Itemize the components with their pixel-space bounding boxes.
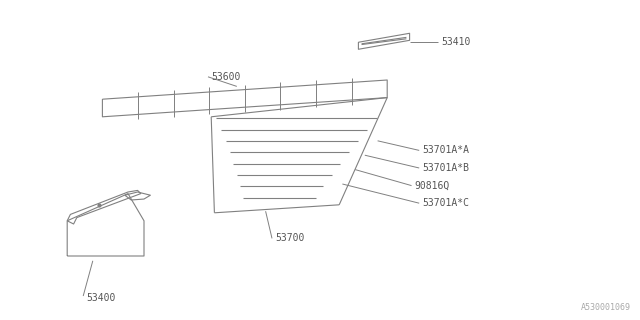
Text: 53600: 53600 [211, 72, 241, 82]
Text: 53410: 53410 [442, 36, 471, 47]
Text: 53400: 53400 [86, 293, 116, 303]
Text: 53700: 53700 [275, 233, 305, 244]
Text: 90816Q: 90816Q [415, 180, 450, 191]
Text: 53701A*C: 53701A*C [422, 198, 469, 208]
Text: 53701A*A: 53701A*A [422, 145, 469, 156]
Text: A530001069: A530001069 [580, 303, 630, 312]
Text: 53701A*B: 53701A*B [422, 163, 469, 173]
